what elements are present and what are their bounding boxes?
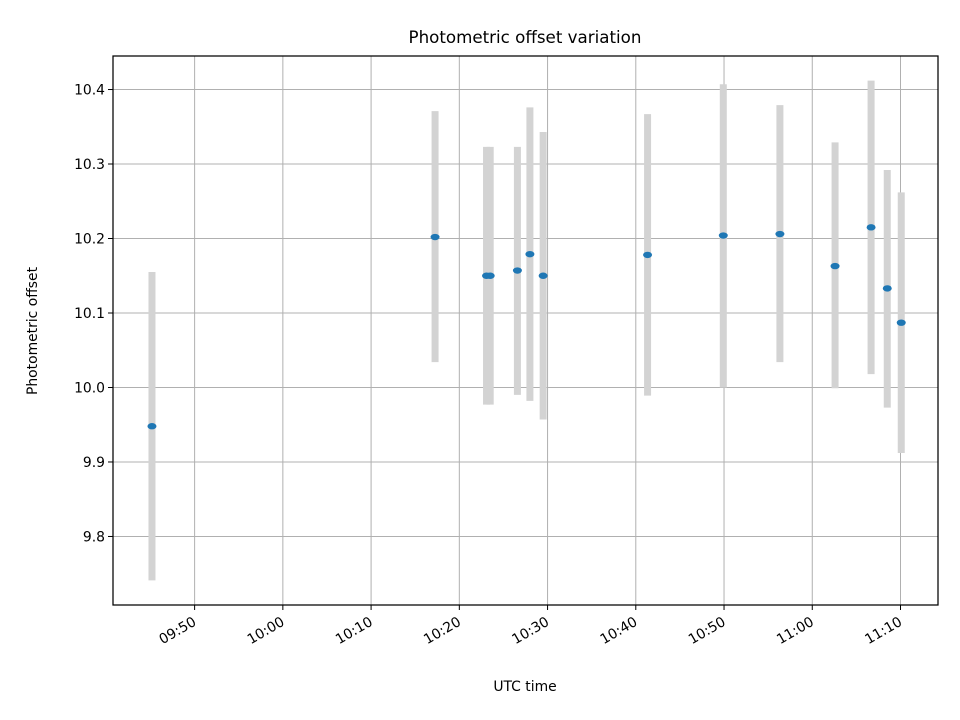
y-tick-label: 10.0 [74, 380, 105, 396]
y-axis-label: Photometric offset [25, 266, 41, 395]
y-tick-label: 9.9 [83, 455, 105, 471]
data-point [830, 262, 840, 270]
plot-area [113, 56, 938, 605]
y-tick-label: 10.3 [74, 157, 105, 173]
y-tick-label: 10.1 [74, 306, 105, 322]
data-points [147, 224, 906, 430]
data-point [775, 230, 785, 238]
y-tick-label: 9.8 [83, 529, 105, 545]
data-point [147, 423, 157, 430]
data-point [512, 267, 522, 274]
chart-title: Photometric offset variation [409, 27, 642, 47]
data-point [538, 272, 548, 279]
grid [113, 56, 938, 605]
data-point [718, 232, 728, 239]
y-tick-label: 10.4 [74, 83, 105, 99]
plot-frame [112, 55, 939, 606]
y-tick-label: 10.2 [74, 232, 105, 248]
data-point [882, 285, 892, 292]
data-point [485, 272, 495, 279]
y-axis-ticks: 9.8 9.9 10.0 10.1 10.2 10.3 10.4 [74, 83, 113, 545]
data-point [430, 233, 440, 241]
data-point [866, 224, 876, 231]
data-point [525, 250, 535, 258]
data-point [643, 251, 653, 259]
data-point [896, 319, 906, 326]
x-axis-label: UTC time [493, 679, 556, 695]
